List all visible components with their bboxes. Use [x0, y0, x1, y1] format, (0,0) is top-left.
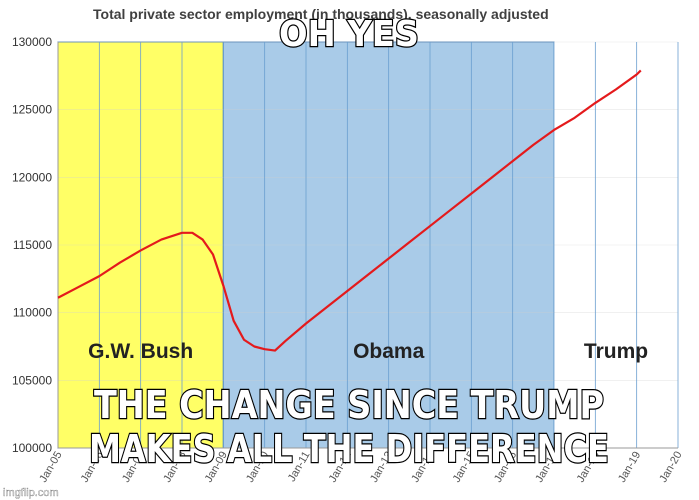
data-line	[57, 69, 642, 352]
era-label: Obama	[353, 340, 425, 363]
y-tick-label: 125000	[12, 103, 52, 117]
y-tick-label: 100000	[12, 441, 52, 455]
era-label: G.W. Bush	[88, 340, 193, 363]
y-tick-label: 120000	[12, 170, 52, 184]
y-tick-label: 130000	[12, 35, 52, 49]
y-tick-label: 110000	[13, 306, 52, 320]
era-label: Trump	[584, 340, 648, 363]
y-tick-label: 105000	[12, 373, 52, 387]
meme-overlay: OH YES THE CHANGE SINCE TRUMP MAKES ALL …	[3, 13, 610, 499]
chart-title: Total private sector employment (in thou…	[93, 6, 549, 22]
meme-top-text: OH YES	[279, 14, 419, 55]
meme-bottom-text: MAKES ALL THE DIFFERENCE	[89, 427, 609, 471]
meme-bottom-text: THE CHANGE SINCE TRUMP	[94, 383, 604, 427]
x-tick-label: Jan-19	[616, 450, 643, 485]
plot-area: 100000 105000 110000 115000 120000 125000 1300…	[12, 35, 685, 485]
y-tick-label: 115000	[13, 238, 52, 252]
x-tick-label: Jan-20	[657, 450, 684, 485]
watermark: imgflip.com	[3, 487, 59, 499]
